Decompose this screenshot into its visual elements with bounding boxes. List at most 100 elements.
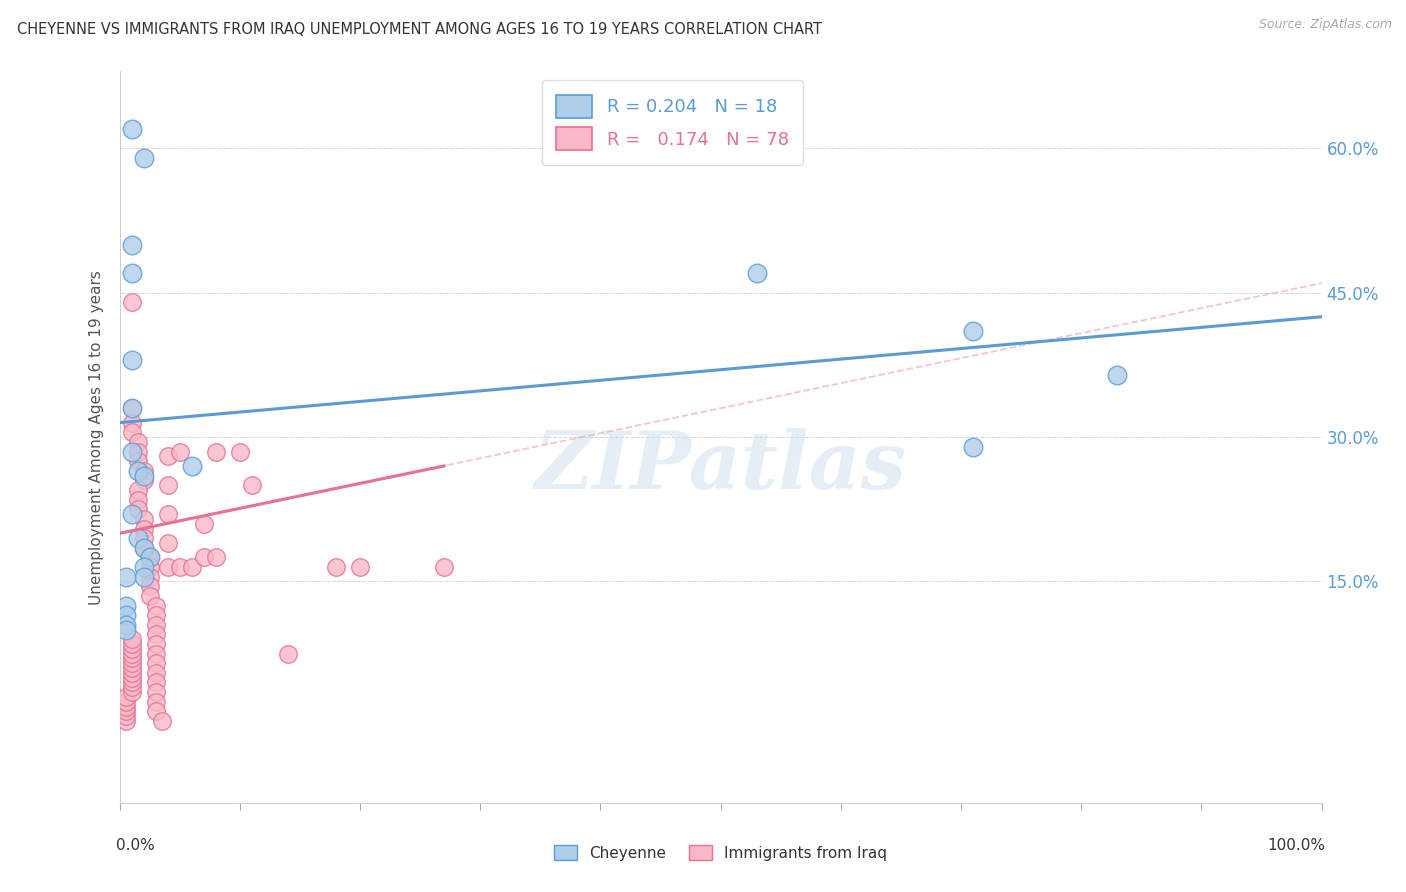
Point: [121, 647, 143, 661]
Point: [114, 714, 136, 728]
Point: [150, 714, 173, 728]
Point: [138, 560, 160, 574]
Point: [962, 440, 984, 454]
Point: [145, 617, 167, 632]
Point: [121, 237, 143, 252]
Point: [180, 458, 202, 473]
Point: [193, 516, 215, 531]
Point: [121, 295, 143, 310]
Point: [114, 699, 136, 714]
Point: [114, 623, 136, 637]
Point: [121, 681, 143, 695]
Point: [127, 492, 149, 507]
Point: [121, 401, 143, 416]
Point: [121, 507, 143, 521]
Point: [132, 569, 155, 583]
Point: [114, 608, 136, 623]
Point: [132, 474, 155, 488]
Text: Source: ZipAtlas.com: Source: ZipAtlas.com: [1258, 18, 1392, 31]
Point: [138, 589, 160, 603]
Point: [138, 550, 160, 565]
Point: [145, 675, 167, 690]
Point: [145, 695, 167, 709]
Point: [138, 569, 160, 583]
Legend: Cheyenne, Immigrants from Iraq: Cheyenne, Immigrants from Iraq: [547, 837, 894, 868]
Point: [962, 324, 984, 338]
Point: [145, 627, 167, 641]
Point: [132, 531, 155, 545]
Point: [145, 685, 167, 699]
Text: ZIPatlas: ZIPatlas: [534, 427, 907, 505]
Point: [127, 531, 149, 545]
Point: [114, 709, 136, 723]
Point: [121, 425, 143, 440]
Point: [277, 647, 299, 661]
Point: [127, 502, 149, 516]
Point: [121, 122, 143, 136]
Point: [127, 464, 149, 478]
Point: [156, 536, 179, 550]
Point: [121, 661, 143, 675]
Point: [127, 483, 149, 497]
Point: [145, 665, 167, 680]
Point: [156, 478, 179, 492]
Point: [114, 569, 136, 583]
Point: [145, 637, 167, 651]
Point: [169, 444, 191, 458]
Point: [433, 560, 456, 574]
Point: [132, 521, 155, 535]
Point: [121, 657, 143, 671]
Point: [145, 705, 167, 719]
Point: [132, 541, 155, 555]
Point: [132, 512, 155, 526]
Point: [325, 560, 347, 574]
Point: [193, 550, 215, 565]
Point: [132, 541, 155, 555]
Y-axis label: Unemployment Among Ages 16 to 19 years: Unemployment Among Ages 16 to 19 years: [89, 269, 104, 605]
Point: [145, 657, 167, 671]
Point: [121, 665, 143, 680]
Point: [132, 151, 155, 165]
Point: [121, 353, 143, 368]
Point: [121, 675, 143, 690]
Point: [145, 647, 167, 661]
Point: [114, 617, 136, 632]
Point: [240, 478, 263, 492]
Point: [132, 464, 155, 478]
Point: [145, 608, 167, 623]
Point: [114, 705, 136, 719]
Point: [138, 550, 160, 565]
Point: [745, 267, 768, 281]
Point: [156, 560, 179, 574]
Point: [121, 651, 143, 665]
Point: [169, 560, 191, 574]
Point: [145, 599, 167, 613]
Point: [156, 450, 179, 464]
Point: [127, 434, 149, 449]
Point: [349, 560, 371, 574]
Point: [121, 632, 143, 647]
Point: [114, 695, 136, 709]
Point: [114, 690, 136, 704]
Text: CHEYENNE VS IMMIGRANTS FROM IRAQ UNEMPLOYMENT AMONG AGES 16 TO 19 YEARS CORRELAT: CHEYENNE VS IMMIGRANTS FROM IRAQ UNEMPLO…: [17, 22, 823, 37]
Point: [132, 560, 155, 574]
Point: [127, 454, 149, 468]
Point: [138, 579, 160, 593]
Point: [204, 444, 226, 458]
Point: [121, 416, 143, 430]
Point: [127, 444, 149, 458]
Point: [121, 685, 143, 699]
Point: [180, 560, 202, 574]
Point: [156, 507, 179, 521]
Text: 100.0%: 100.0%: [1267, 838, 1326, 854]
Point: [121, 671, 143, 685]
Point: [114, 599, 136, 613]
Point: [204, 550, 226, 565]
Point: [121, 444, 143, 458]
Point: [132, 468, 155, 483]
Point: [228, 444, 252, 458]
Point: [121, 401, 143, 416]
Point: [121, 641, 143, 656]
Point: [1107, 368, 1129, 382]
Point: [121, 637, 143, 651]
